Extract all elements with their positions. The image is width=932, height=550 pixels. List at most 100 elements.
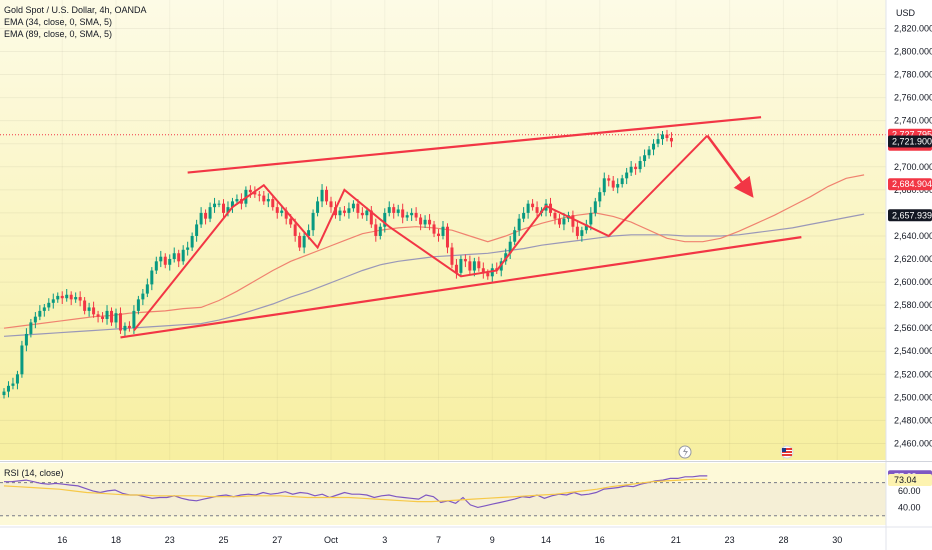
candle [432,220,436,238]
candle [42,303,46,317]
candle-body [508,241,512,254]
candle [463,254,467,268]
price-tick-label: 2,600.000 [894,277,932,287]
price-badge[interactable]: 2,721.900 [888,135,932,148]
candle [383,208,387,233]
candle-body [629,166,633,173]
ema34-legend[interactable]: EMA (34, close, 0, SMA, 5) [4,17,113,27]
candle-body [110,310,114,323]
candle-body [441,226,445,236]
candle-body [410,212,414,216]
price-badge-label: 2,657.939 [892,210,932,220]
candle-body [419,217,423,225]
price-badge[interactable]: 2,657.939 [888,209,932,222]
price-tick-label: 2,460.000 [894,438,932,448]
candle-body [248,189,252,193]
candle-body [423,219,427,225]
candle-body [374,224,378,236]
lightning-icon[interactable] [678,445,692,459]
ema89-legend[interactable]: EMA (89, close, 0, SMA, 5) [4,29,113,39]
candle [87,302,91,317]
candle [396,204,400,217]
time-tick-label: Oct [324,535,339,545]
candle [562,212,566,231]
candle-body [190,235,194,248]
candle-body [401,209,405,218]
candle [387,201,391,217]
candle [374,218,378,242]
time-tick-label: 21 [671,535,681,545]
candle-body [150,270,154,285]
candle-body [266,199,270,202]
time-tick-label: 18 [111,535,121,545]
symbol-title[interactable]: Gold Spot / U.S. Dollar, 4h, OANDA [4,5,147,15]
candle [163,253,167,269]
price-tick-label: 2,640.000 [894,231,932,241]
candle [625,167,629,185]
price-tick-label: 2,700.000 [894,162,932,172]
candle [96,310,100,323]
candle-body [42,307,46,311]
candle-body [118,313,122,331]
zigzag-pattern [133,134,709,332]
candle-body [513,230,517,242]
currency-label: USD [896,8,916,18]
rsi-tick-label: 40.00 [898,502,921,512]
candle [190,232,194,251]
candle-body [20,345,24,375]
candle-body [29,322,33,334]
candle-body [661,134,664,140]
candle-body [602,178,606,193]
candle-body [307,230,311,236]
drawings[interactable] [120,116,802,339]
candle [656,133,660,148]
candle-body [302,235,306,248]
candle-body [289,218,293,225]
candle-body [526,203,530,213]
candle-body [96,314,100,317]
us-flag-icon[interactable] [780,445,794,459]
candlesticks [2,129,673,399]
candle-body [33,316,37,323]
candle-body [589,212,593,225]
candle-body [15,374,19,384]
candle [652,139,656,156]
price-badge-label: 2,684.904 [892,179,932,189]
candle-body [101,316,105,319]
candle-body [580,230,584,236]
candle-body [47,302,51,308]
candle-body [11,383,15,386]
rsi-legend[interactable]: RSI (14, close) [4,468,64,478]
candle-body [342,210,346,213]
price-axis[interactable]: USD 2,460.000 2,480.000 2,500.000 2,520.000… [888,8,932,448]
candle [378,223,382,240]
candle [584,219,588,234]
candle-body [437,233,441,236]
candle [593,197,597,217]
candle-body [123,325,127,331]
candle-body [616,184,620,188]
candle-body [83,300,87,311]
candle-body [154,261,158,271]
time-axis[interactable]: 16 18 23 25 27 Oct 3 7 9 14 16 21 23 28 30 [57,535,842,545]
candle-body [208,207,212,219]
rsi-badge: 73.04 [888,474,932,487]
price-badge[interactable]: 2,684.904 [888,178,932,191]
candle [616,178,620,194]
candle [38,305,42,321]
candle-body [634,166,638,170]
candle-body [222,203,225,213]
channel-lower-line [120,236,802,339]
candle [441,220,445,240]
price-tick-label: 2,740.000 [894,116,932,126]
time-tick-label: 25 [218,535,228,545]
channel-upper-line [187,116,762,174]
candle-body [643,155,647,162]
candle [553,209,557,225]
candle-body [74,297,78,300]
candle [342,205,346,217]
candle [6,381,10,398]
chart-events[interactable] [678,445,794,459]
